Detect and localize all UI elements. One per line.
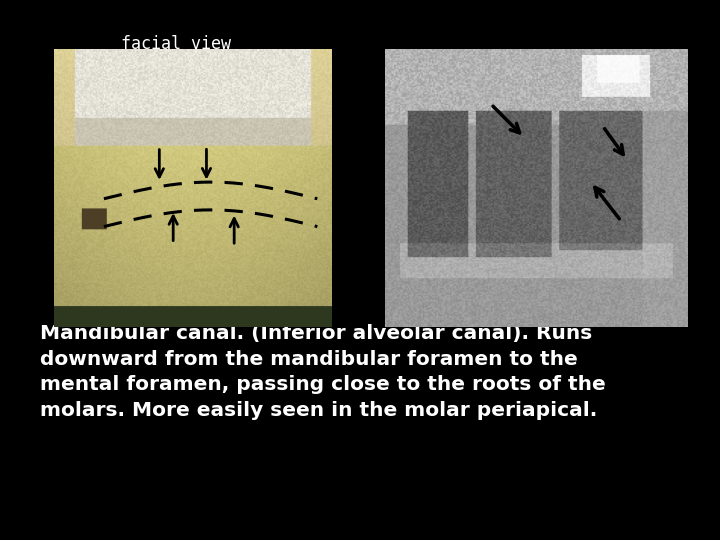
Text: facial view: facial view bbox=[122, 35, 231, 53]
Text: Mandibular canal. (Inferior alveolar canal). Runs
downward from the mandibular f: Mandibular canal. (Inferior alveolar can… bbox=[40, 324, 606, 420]
